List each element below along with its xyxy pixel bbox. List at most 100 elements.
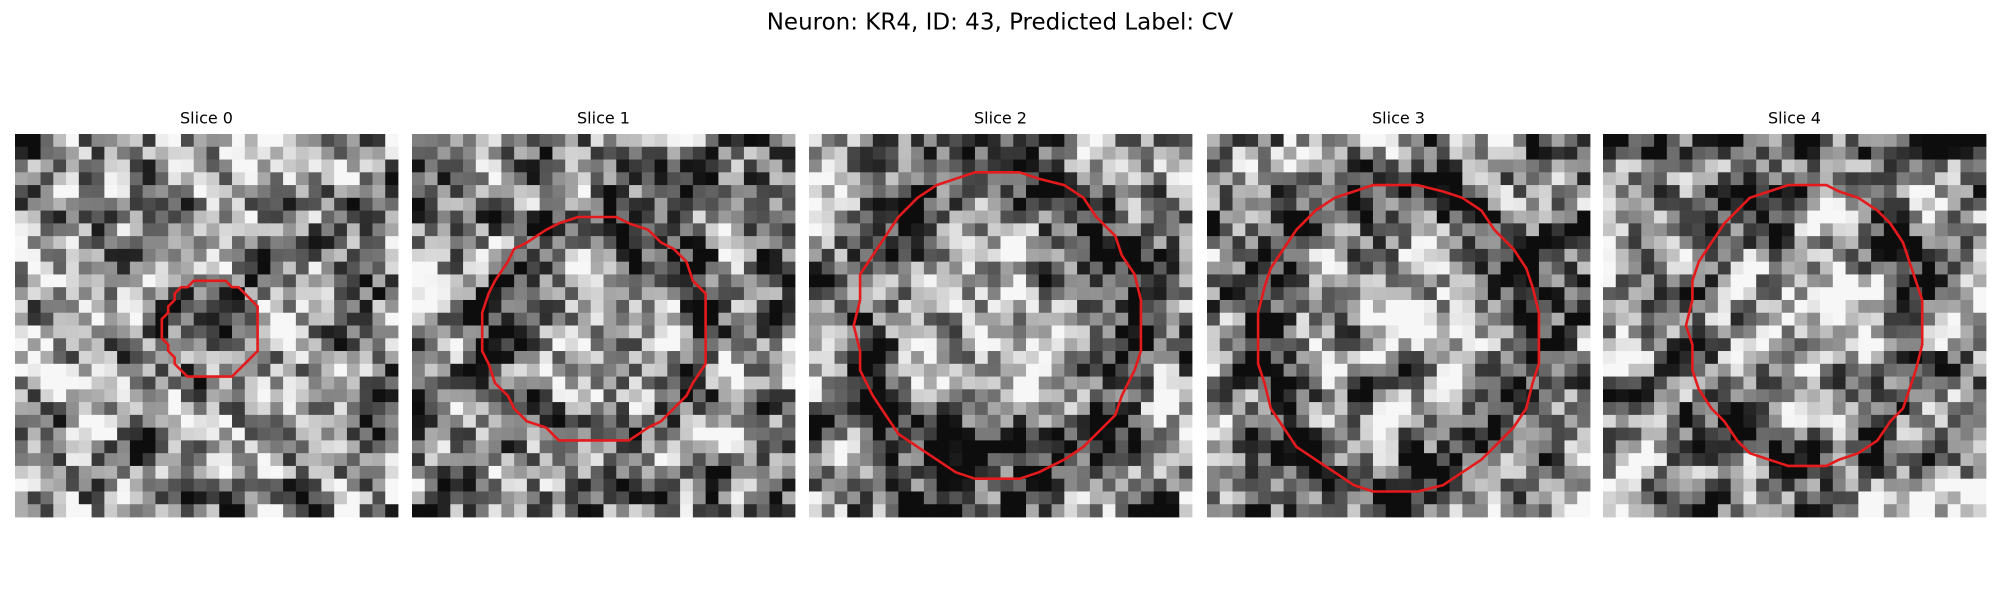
pixel	[885, 453, 899, 467]
pixel	[1360, 312, 1374, 326]
pixel	[1615, 197, 1629, 211]
pixel	[1462, 363, 1476, 377]
pixel	[616, 338, 630, 352]
pixel	[1026, 185, 1040, 199]
pixel	[1207, 389, 1221, 403]
pixel	[295, 427, 310, 441]
pixel	[1128, 465, 1142, 480]
pixel	[1334, 363, 1348, 377]
pixel	[219, 134, 233, 148]
pixel	[1845, 172, 1859, 186]
pixel	[1013, 159, 1027, 173]
pixel	[244, 274, 258, 288]
pixel	[1973, 210, 1987, 224]
pixel	[168, 414, 182, 429]
pixel	[782, 338, 796, 352]
pixel	[1615, 312, 1629, 326]
pixel	[385, 389, 399, 403]
pixel	[565, 248, 579, 263]
pixel	[1321, 134, 1336, 148]
pixel	[1347, 261, 1361, 275]
pixel	[987, 197, 1001, 211]
pixel	[872, 185, 886, 199]
pixel	[359, 338, 373, 352]
pixel	[40, 491, 54, 505]
pixel	[514, 312, 528, 326]
pixel	[129, 312, 144, 326]
pixel	[1077, 414, 1091, 429]
pixel	[641, 299, 655, 314]
pixel	[1128, 491, 1142, 505]
pixel	[834, 134, 848, 148]
pixel	[1398, 363, 1412, 377]
pixel	[437, 414, 451, 429]
pixel	[1794, 363, 1808, 377]
pixel	[437, 465, 451, 480]
pixel	[1089, 223, 1104, 237]
pixel	[15, 299, 29, 314]
pixel	[91, 312, 105, 326]
pixel	[1871, 478, 1885, 492]
pixel	[1628, 427, 1642, 441]
pixel	[193, 389, 207, 403]
pixel	[1858, 376, 1872, 390]
pixel	[565, 261, 579, 275]
pixel	[1730, 504, 1744, 518]
pixel	[577, 478, 592, 492]
pixel	[1743, 351, 1757, 365]
pixel	[1449, 236, 1463, 250]
pixel	[962, 414, 976, 429]
pixel	[1743, 146, 1757, 160]
pixel	[1385, 274, 1399, 288]
pixel	[257, 325, 271, 339]
pixel	[514, 363, 528, 377]
pixel	[1038, 402, 1052, 416]
pixel	[834, 236, 848, 250]
pixel	[1321, 185, 1336, 199]
pixel	[1832, 134, 1846, 148]
pixel	[629, 312, 643, 326]
pixel	[718, 338, 732, 352]
pixel	[155, 491, 169, 505]
pixel	[1526, 236, 1540, 250]
pixel	[1500, 197, 1514, 211]
pixel	[1475, 465, 1489, 480]
pixel	[1909, 197, 1923, 211]
pixel	[1064, 236, 1078, 250]
pixel	[552, 185, 566, 199]
pixel	[872, 440, 886, 454]
pixel	[1296, 453, 1310, 467]
pixel	[756, 261, 770, 275]
pixel	[1756, 402, 1770, 416]
pixel	[283, 427, 297, 441]
pixel	[1449, 223, 1463, 237]
pixel	[769, 440, 783, 454]
pixel	[1064, 491, 1078, 505]
pixel	[1768, 210, 1783, 224]
pixel	[809, 414, 823, 429]
pixel	[1538, 287, 1553, 301]
pixel	[219, 159, 233, 173]
pixel	[949, 478, 963, 492]
pixel	[743, 478, 758, 492]
pixel	[1883, 440, 1898, 454]
pixel	[1398, 504, 1412, 518]
pixel	[1807, 172, 1821, 186]
pixel	[15, 134, 29, 148]
pixel	[53, 248, 67, 263]
pixel	[1462, 210, 1476, 224]
pixel	[1500, 287, 1514, 301]
pixel	[1398, 185, 1412, 199]
pixel	[1411, 338, 1425, 352]
pixel	[526, 172, 541, 186]
pixel	[1922, 478, 1936, 492]
pixel	[1296, 389, 1310, 403]
pixel	[1372, 427, 1387, 441]
pixel	[1858, 172, 1872, 186]
pixel	[244, 363, 258, 377]
pixel	[769, 504, 783, 518]
pixel	[1896, 134, 1910, 148]
pixel	[834, 402, 848, 416]
pixel	[117, 376, 131, 390]
pixel	[1756, 414, 1770, 429]
